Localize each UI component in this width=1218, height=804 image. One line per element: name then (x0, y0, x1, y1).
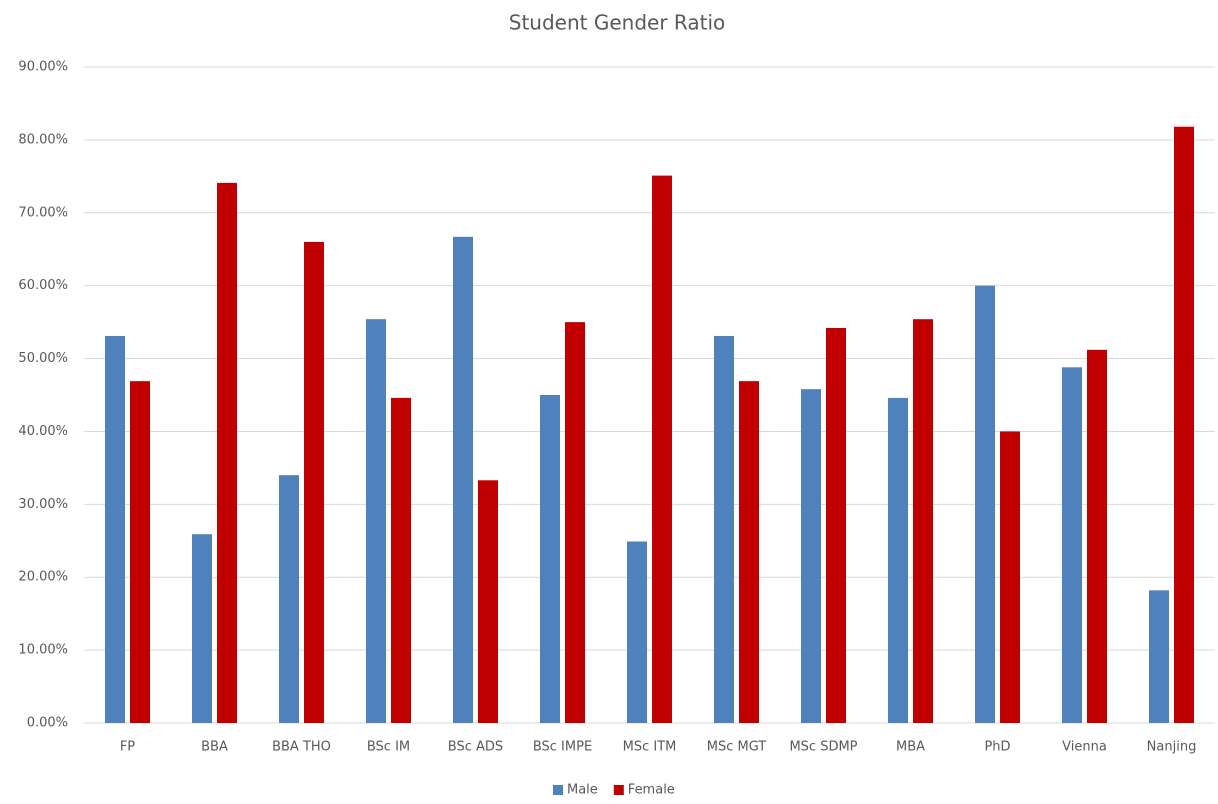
x-tick-label: MSc MGT (707, 740, 767, 755)
y-tick-label: 70.00% (18, 205, 68, 220)
bar (453, 236, 473, 723)
bar (540, 395, 560, 723)
x-tick-label: MBA (896, 740, 925, 755)
bar (627, 541, 647, 723)
bar (192, 534, 212, 723)
bar (1149, 590, 1169, 723)
bar (888, 397, 908, 723)
x-tick-label: BSc IM (367, 740, 410, 755)
x-tick-label: Nanjing (1147, 740, 1197, 755)
chart-title: Student Gender Ratio (509, 11, 726, 35)
bar (366, 319, 386, 723)
legend-label: Female (628, 783, 675, 798)
bar (1087, 349, 1107, 723)
legend-label: Male (567, 783, 598, 798)
legend-swatch (613, 785, 624, 795)
bar (739, 381, 759, 723)
y-tick-label: 40.00% (18, 424, 68, 439)
y-tick-label: 80.00% (18, 132, 68, 147)
x-tick-label: MSc ITM (623, 740, 677, 755)
bar (714, 335, 734, 723)
x-tick-label: PhD (984, 740, 1010, 755)
bar (826, 327, 846, 723)
bar (279, 475, 299, 723)
y-tick-label: 0.00% (27, 716, 68, 731)
bar (478, 480, 498, 723)
bar (304, 241, 324, 723)
bar (801, 389, 821, 723)
bar (913, 319, 933, 723)
x-tick-label: BSc IMPE (533, 740, 592, 755)
y-tick-label: 10.00% (18, 643, 68, 658)
y-tick-label: 20.00% (18, 570, 68, 585)
y-tick-label: 30.00% (18, 497, 68, 512)
x-tick-label: Vienna (1062, 740, 1107, 755)
legend-swatch (553, 785, 563, 795)
bar (130, 381, 150, 723)
bar (1000, 431, 1020, 723)
x-tick-label: FP (120, 740, 135, 755)
bar (391, 397, 411, 723)
x-tick-label: BBA (201, 740, 228, 755)
y-tick-label: 90.00% (18, 60, 68, 75)
bar (975, 285, 995, 723)
y-tick-label: 50.00% (18, 351, 68, 366)
x-tick-label: BSc ADS (448, 740, 503, 755)
bar (565, 322, 585, 723)
y-tick-label: 60.00% (18, 278, 68, 293)
x-tick-label: MSc SDMP (789, 740, 857, 755)
bar (652, 175, 672, 724)
bar (217, 182, 237, 724)
bar (1174, 126, 1194, 723)
x-tick-label: BBA THO (272, 740, 331, 755)
bar (105, 335, 125, 723)
bar (1062, 367, 1082, 723)
